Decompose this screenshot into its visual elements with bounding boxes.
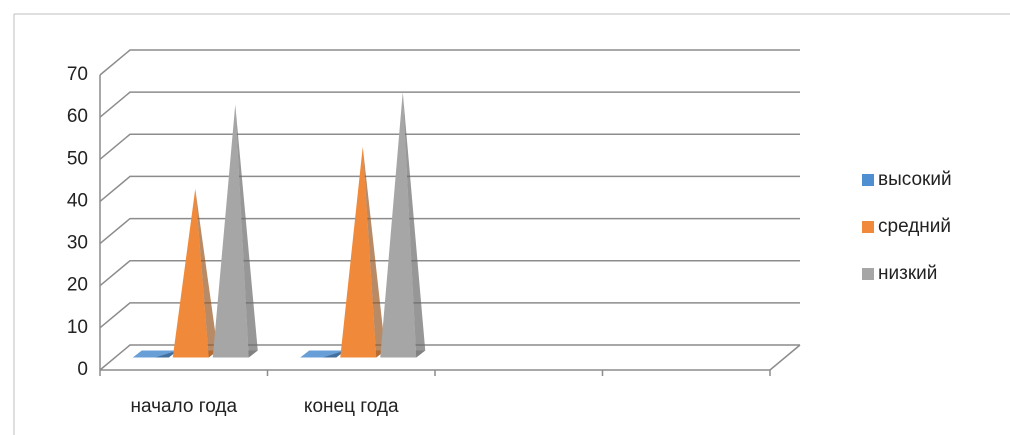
pyramid-face <box>155 350 178 358</box>
grid-line <box>99 259 800 287</box>
grid-line <box>99 91 800 118</box>
pyramid <box>132 350 178 358</box>
pyramid-face <box>212 104 249 358</box>
pyramid-face <box>362 146 386 358</box>
y-tick-label: 40 <box>67 190 88 211</box>
x-tick-label: начало года <box>130 396 237 417</box>
y-tick-label: 30 <box>67 233 88 254</box>
grid-line <box>99 133 800 160</box>
legend-label: средний <box>878 216 951 237</box>
legend-swatch <box>862 174 874 186</box>
y-tick-label: 20 <box>67 275 88 296</box>
legend-label: высокий <box>878 169 952 190</box>
grid-line <box>99 302 800 329</box>
legend-swatch <box>862 221 874 233</box>
pyramid-face <box>340 146 377 358</box>
y-tick-label: 60 <box>67 106 88 127</box>
pyramid-face <box>195 188 218 358</box>
pyramid <box>340 146 386 358</box>
legend-label: низкий <box>878 263 937 284</box>
pyramid-shade <box>362 146 386 358</box>
pyramid-face <box>172 188 209 358</box>
pyramid-face <box>322 350 346 358</box>
pyramid <box>212 104 258 358</box>
pyramid-shade <box>235 104 258 358</box>
pyramid-shade <box>402 92 426 358</box>
pyramid-face <box>402 92 426 358</box>
pyramid <box>172 188 218 358</box>
pyramid <box>300 350 346 358</box>
pyramid-shade <box>322 350 346 358</box>
pyramid-face <box>380 92 417 358</box>
grid-line <box>99 217 800 245</box>
x-tick-label: конец года <box>304 396 399 417</box>
pyramid-face <box>235 104 258 358</box>
y-tick-label: 0 <box>77 359 88 380</box>
pyramid <box>380 92 426 358</box>
grid-line <box>99 49 800 76</box>
y-tick-label: 70 <box>67 64 88 85</box>
y-tick-label: 10 <box>67 317 88 338</box>
grid-line <box>99 344 800 371</box>
y-tick-label: 50 <box>67 148 88 169</box>
legend-swatch <box>862 268 874 280</box>
pyramid-shade <box>155 350 178 358</box>
pyramid-shade <box>195 188 218 358</box>
grid-line <box>99 175 800 203</box>
